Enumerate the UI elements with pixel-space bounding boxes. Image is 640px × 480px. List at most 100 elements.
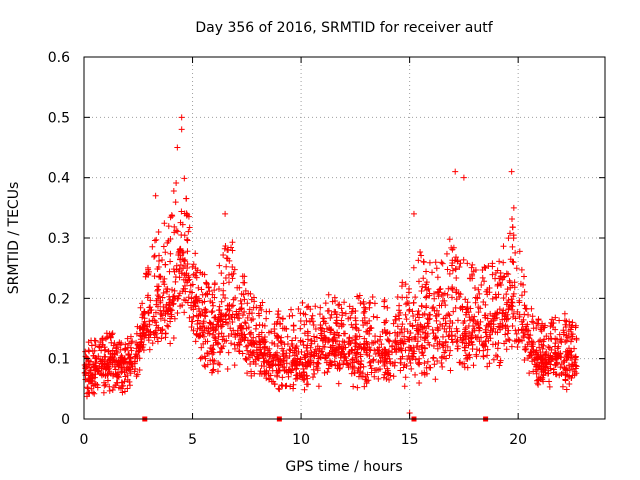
data-point bbox=[159, 256, 166, 263]
data-point bbox=[135, 348, 142, 355]
data-point bbox=[183, 236, 190, 243]
data-point bbox=[178, 208, 185, 215]
data-point bbox=[190, 313, 197, 320]
data-point bbox=[204, 361, 211, 368]
data-point bbox=[170, 266, 177, 273]
data-point-notable-1 bbox=[178, 126, 185, 133]
data-point bbox=[188, 302, 195, 309]
data-point bbox=[131, 358, 138, 365]
data-point bbox=[506, 303, 513, 310]
data-point bbox=[167, 235, 174, 242]
data-point-notable-2 bbox=[174, 144, 181, 151]
data-point bbox=[192, 272, 199, 279]
data-point bbox=[488, 323, 495, 330]
data-point bbox=[259, 322, 266, 329]
data-point bbox=[472, 267, 479, 274]
data-point bbox=[443, 328, 450, 335]
data-point bbox=[354, 349, 361, 356]
chart-title: Day 356 of 2016, SRMTID for receiver aut… bbox=[195, 20, 493, 36]
data-point bbox=[141, 309, 148, 316]
data-point bbox=[464, 304, 471, 311]
data-point bbox=[510, 290, 517, 297]
data-point bbox=[324, 307, 331, 314]
data-point bbox=[541, 360, 548, 367]
data-point bbox=[153, 236, 160, 243]
data-point bbox=[255, 310, 262, 317]
data-point bbox=[196, 297, 203, 304]
data-point bbox=[276, 367, 283, 374]
data-point bbox=[210, 366, 217, 373]
data-point bbox=[242, 287, 249, 294]
data-point bbox=[275, 385, 282, 392]
data-point bbox=[431, 361, 438, 368]
data-point bbox=[504, 330, 511, 337]
data-point bbox=[181, 258, 188, 265]
data-point bbox=[301, 386, 308, 393]
data-point bbox=[154, 266, 161, 273]
data-point bbox=[235, 341, 242, 348]
data-point bbox=[401, 333, 408, 340]
data-point bbox=[186, 314, 193, 321]
data-point bbox=[446, 352, 453, 359]
data-point bbox=[475, 334, 482, 341]
data-point bbox=[321, 318, 328, 325]
data-point bbox=[253, 322, 260, 329]
data-point bbox=[371, 300, 378, 307]
data-point bbox=[351, 346, 358, 353]
data-point bbox=[446, 332, 453, 339]
data-point bbox=[560, 331, 567, 338]
data-point bbox=[446, 323, 453, 330]
data-point bbox=[448, 285, 455, 292]
data-point bbox=[310, 366, 317, 373]
data-point bbox=[181, 309, 188, 316]
data-point bbox=[416, 380, 423, 387]
data-point bbox=[295, 305, 302, 312]
data-point bbox=[247, 348, 254, 355]
x-tick-label-0: 0 bbox=[80, 432, 89, 448]
data-point bbox=[328, 326, 335, 333]
data-point bbox=[424, 320, 431, 327]
data-point bbox=[474, 294, 481, 301]
data-point bbox=[198, 286, 205, 293]
data-point bbox=[181, 296, 188, 303]
data-point bbox=[530, 319, 537, 326]
data-point bbox=[152, 319, 159, 326]
data-point bbox=[563, 354, 570, 361]
data-point bbox=[99, 342, 106, 349]
data-point bbox=[394, 323, 401, 330]
data-point bbox=[119, 389, 126, 396]
data-point bbox=[349, 365, 356, 372]
data-point bbox=[367, 299, 374, 306]
data-point bbox=[352, 307, 359, 314]
data-point bbox=[335, 302, 342, 309]
data-point bbox=[521, 288, 528, 295]
data-point bbox=[398, 283, 405, 290]
data-point bbox=[389, 343, 396, 350]
data-point bbox=[184, 248, 191, 255]
data-point-notable-7 bbox=[510, 204, 517, 211]
data-point bbox=[546, 378, 553, 385]
data-point bbox=[522, 346, 529, 353]
data-point bbox=[423, 302, 430, 309]
data-point bbox=[342, 310, 349, 317]
data-point bbox=[505, 336, 512, 343]
data-point bbox=[466, 351, 473, 358]
data-point bbox=[495, 339, 502, 346]
data-point bbox=[289, 312, 296, 319]
data-point bbox=[451, 257, 458, 264]
data-point bbox=[124, 364, 131, 371]
data-point bbox=[412, 356, 419, 363]
data-point bbox=[563, 337, 570, 344]
data-point bbox=[292, 334, 299, 341]
data-point bbox=[239, 350, 246, 357]
data-point bbox=[421, 360, 428, 367]
data-point bbox=[327, 361, 334, 368]
data-point-notable-0 bbox=[178, 114, 185, 121]
data-point bbox=[462, 328, 469, 335]
data-point bbox=[95, 343, 102, 350]
data-point bbox=[371, 373, 378, 380]
data-point bbox=[85, 389, 92, 396]
data-point bbox=[480, 298, 487, 305]
data-point bbox=[174, 310, 181, 317]
data-point bbox=[430, 304, 437, 311]
